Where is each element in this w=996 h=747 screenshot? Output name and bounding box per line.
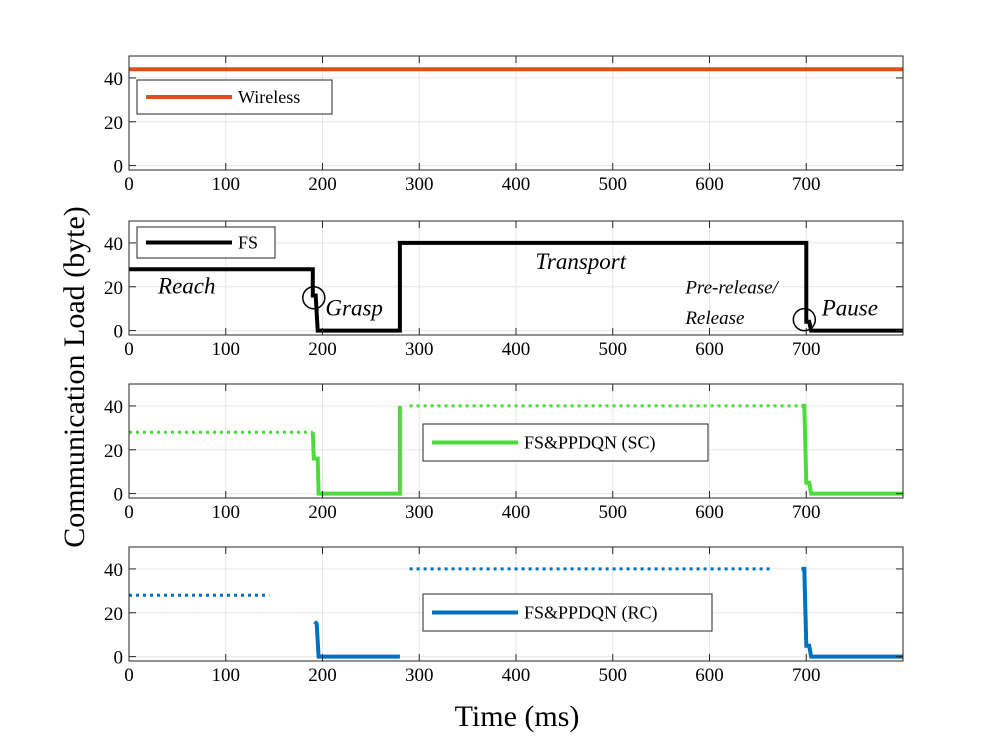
x-tick-label: 300 [405, 174, 434, 195]
x-tick-label: 500 [599, 665, 628, 686]
phase-annotation: Pause [821, 295, 878, 320]
y-tick-label: 40 [104, 397, 123, 418]
subplot-wireless: 0 100 200 300 400 500 600 700 0 20 40 Wireless [104, 55, 904, 195]
x-tick-label: 500 [599, 174, 628, 195]
x-tick-label: 400 [502, 502, 531, 523]
subplots: 0 100 200 300 400 500 600 70002040WirelessReach… [104, 55, 904, 686]
x-tick-label: 700 [792, 174, 821, 195]
x-tick-label: 500 [599, 339, 628, 360]
x-tick-label: 300 [405, 339, 434, 360]
x-tick-label: 200 [308, 665, 337, 686]
phase-annotation: Reach [157, 273, 215, 298]
subplot-fs: Reach Grasp Transport Pre-release/Release Pa… [104, 220, 904, 360]
y-tick-label: 0 [114, 157, 124, 178]
phase-annotation: Grasp [325, 295, 383, 320]
y-tick-label: 40 [104, 560, 123, 581]
phase-annotation: Transport [535, 249, 626, 274]
x-tick-label: 400 [502, 339, 531, 360]
x-tick-label: 600 [695, 665, 724, 686]
marker-circle [792, 307, 817, 332]
y-tick-label: 20 [104, 113, 123, 134]
x-tick-label: 100 [212, 339, 241, 360]
y-tick-label: 20 [104, 278, 123, 299]
series-line [129, 240, 903, 333]
x-tick-label: 600 [695, 502, 724, 523]
legend: FS&PPDQN (RC) [422, 593, 713, 632]
y-tick-label: 0 [114, 485, 124, 506]
x-tick-label: 600 [695, 174, 724, 195]
x-tick-label: 200 [308, 339, 337, 360]
x-axis-title: Time (ms) [455, 700, 580, 733]
x-tick-label: 700 [792, 502, 821, 523]
legend: FS&PPDQN (SC) [422, 423, 709, 462]
x-tick-label: 600 [695, 339, 724, 360]
y-tick-label: 0 [114, 322, 124, 343]
series-line [801, 403, 903, 496]
x-tick-label: 100 [212, 174, 241, 195]
legend: Wireless [136, 79, 333, 115]
y-axis-title: Communication Load (byte) [58, 206, 91, 548]
x-tick-label: 700 [792, 665, 821, 686]
phase-annotation: Pre-release/ [684, 277, 779, 298]
x-tick-label: 0 [124, 502, 134, 523]
subplot-fs-ppdqn-rc: 0 100 200 300 400 500 600 700 0 20 40 FS&PPDQN (RC) [104, 546, 904, 686]
marker-circle [302, 285, 326, 310]
y-tick-label: 40 [104, 69, 123, 90]
legend-label: FS [238, 233, 258, 253]
legend-label: FS&PPDQN (SC) [524, 433, 656, 454]
subplot-fs-ppdqn-sc: 0 100 200 300 400 500 600 700 0 20 40 FS&PPDQN (SC) [104, 383, 904, 523]
phase-annotation: Release [684, 308, 744, 329]
y-tick-label: 20 [104, 441, 123, 462]
x-tick-label: 700 [792, 339, 821, 360]
y-tick-label: 0 [114, 648, 124, 669]
x-tick-label: 300 [405, 665, 434, 686]
y-tick-label: 20 [104, 604, 123, 625]
x-tick-label: 0 [124, 339, 134, 360]
y-tick-label: 40 [104, 234, 123, 255]
x-tick-label: 400 [502, 665, 531, 686]
x-tick-label: 500 [599, 502, 628, 523]
legend: FS [136, 226, 276, 259]
x-tick-label: 200 [308, 502, 337, 523]
x-tick-label: 400 [502, 174, 531, 195]
x-tick-label: 100 [212, 502, 241, 523]
x-tick-label: 0 [124, 174, 134, 195]
legend-label: FS&PPDQN (RC) [524, 603, 658, 624]
x-tick-label: 200 [308, 174, 337, 195]
series-line [313, 620, 400, 659]
x-tick-label: 300 [405, 502, 434, 523]
x-tick-label: 0 [124, 665, 134, 686]
legend-label: Wireless [238, 87, 300, 107]
x-tick-label: 100 [212, 665, 241, 686]
series-line [801, 566, 903, 659]
series-line [310, 405, 402, 496]
